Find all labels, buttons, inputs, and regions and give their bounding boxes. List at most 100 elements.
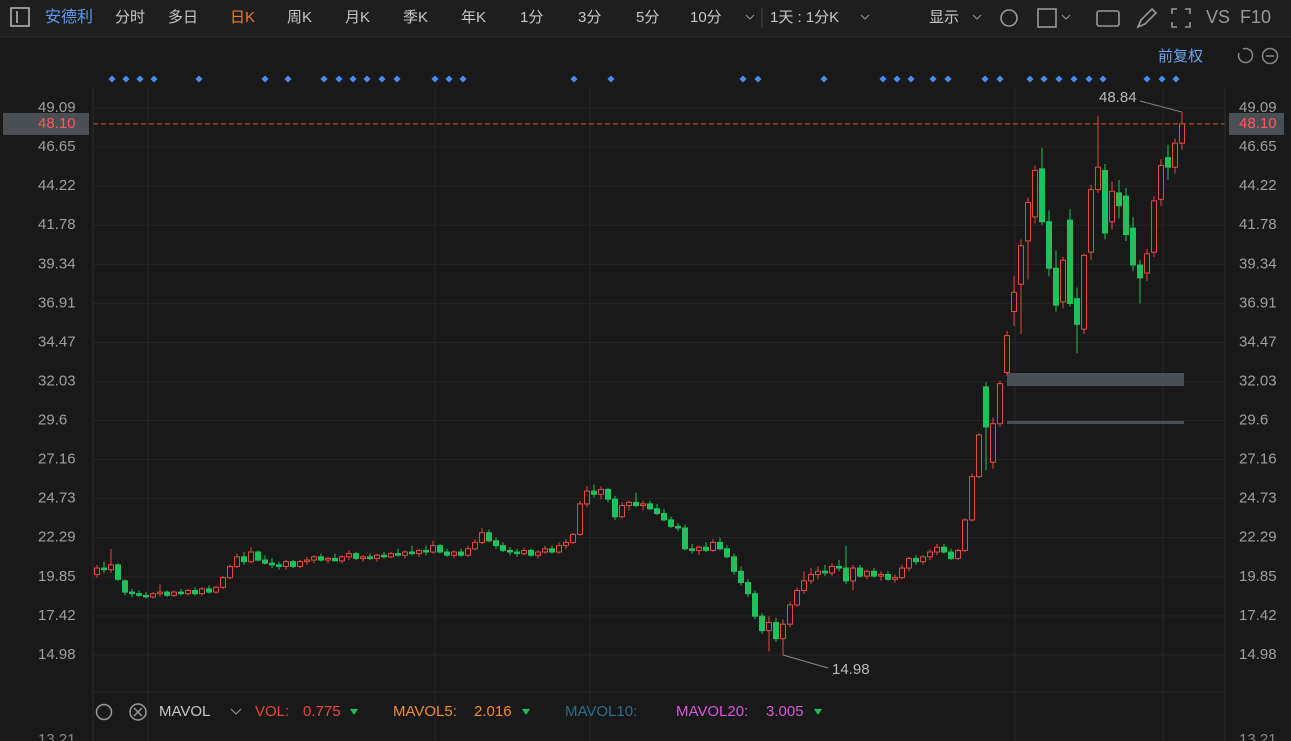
candle-body — [892, 577, 898, 580]
candle-body — [864, 570, 870, 577]
chevron[interactable] — [1061, 14, 1071, 20]
candle-body — [248, 551, 254, 563]
indicator-name[interactable]: MAVOL — [159, 703, 210, 720]
candle-body — [647, 503, 653, 510]
shape-icon[interactable] — [1037, 8, 1057, 28]
period-tab[interactable]: 季K — [403, 9, 428, 26]
f10-button[interactable]: F10 — [1240, 7, 1271, 27]
period-tab[interactable]: 10分 — [690, 9, 722, 26]
stock-name[interactable]: 安德利 — [45, 8, 93, 26]
candle-body — [899, 567, 905, 579]
chevron[interactable] — [972, 14, 982, 20]
adjust-mode[interactable]: 前复权 — [1158, 47, 1203, 65]
candle-body — [724, 548, 730, 558]
period-tab[interactable]: 1分 — [520, 9, 543, 26]
candle-body — [1081, 254, 1087, 330]
signal-marker — [820, 75, 828, 83]
candle-body — [983, 386, 989, 428]
candle-body — [472, 541, 478, 550]
chevron[interactable] — [230, 708, 242, 715]
candle-body — [1109, 190, 1115, 223]
period-tab[interactable]: 3分 — [578, 9, 601, 26]
candle-body — [1032, 169, 1038, 218]
candle-body — [521, 549, 527, 555]
candle-body — [626, 501, 632, 507]
period-tab[interactable]: 年K — [461, 9, 486, 26]
candle-body — [122, 580, 128, 593]
vs-button[interactable]: VS — [1206, 7, 1230, 27]
candle-body — [283, 561, 289, 567]
candle-body — [1074, 298, 1080, 325]
signal-marker — [393, 75, 401, 83]
zoom-out-icon[interactable] — [1261, 47, 1279, 65]
period-tab[interactable]: 月K — [345, 9, 370, 26]
candle-body — [346, 553, 352, 558]
fullscreen-icon[interactable] — [1171, 8, 1191, 28]
candle-body — [458, 551, 464, 556]
last-price-label: 48.10 — [1239, 115, 1277, 132]
candle-body — [871, 570, 877, 577]
candle-body — [689, 548, 695, 551]
candle-body — [878, 573, 884, 577]
candle-body — [731, 556, 737, 572]
candle-body — [444, 551, 450, 556]
interval[interactable]: 1天 : 1分K — [770, 9, 839, 26]
candle-body — [409, 551, 415, 555]
period-tab[interactable]: 分时 — [115, 9, 145, 26]
candle-body — [255, 551, 261, 561]
y-tick-label: 36.91 — [38, 294, 76, 311]
candle-body — [969, 476, 975, 521]
candle-body — [129, 591, 135, 595]
y-tick-label: 14.98 — [1239, 646, 1277, 663]
signal-marker — [981, 75, 989, 83]
candle-body — [801, 580, 807, 592]
candle-body — [339, 556, 345, 562]
last-price-box — [3, 112, 89, 135]
candle-body — [759, 615, 765, 632]
signal-marker — [320, 75, 328, 83]
candle-body — [556, 545, 562, 553]
candle-body — [787, 604, 793, 625]
signal-marker — [136, 75, 144, 83]
candle-body — [1060, 259, 1066, 303]
toolbar — [0, 0, 1291, 37]
display-menu[interactable]: 显示 — [929, 9, 959, 26]
candle-body — [465, 548, 471, 556]
candle-body — [311, 556, 317, 561]
candle-body — [500, 545, 506, 551]
candle-body — [885, 573, 891, 580]
low-label: 14.98 — [832, 661, 870, 678]
candle-body — [395, 553, 401, 556]
candle-body — [794, 590, 800, 606]
candle-body — [367, 556, 373, 559]
settings-icon[interactable] — [1000, 9, 1018, 27]
candle-body — [297, 561, 303, 567]
chevron[interactable] — [860, 14, 870, 20]
signal-marker — [108, 75, 116, 83]
sidebar-toggle[interactable] — [10, 7, 30, 27]
period-tab[interactable]: 周K — [287, 9, 312, 26]
candle-body — [549, 548, 555, 553]
candle-body — [241, 556, 247, 563]
candle-body — [633, 501, 639, 507]
pen-icon[interactable] — [1136, 7, 1158, 29]
candle-body — [94, 567, 100, 575]
candle-body — [710, 541, 716, 551]
candle-body — [934, 546, 940, 553]
last-price-box — [1229, 112, 1284, 135]
period-tab[interactable]: 日K — [230, 9, 255, 26]
y-tick-label: 34.47 — [1239, 333, 1277, 350]
y-tick-label: 14.98 — [38, 646, 76, 663]
chevron[interactable] — [745, 14, 755, 20]
indicator-close-x — [133, 707, 143, 717]
y-tick-label: 27.16 — [38, 451, 76, 468]
candle-body — [402, 551, 408, 556]
period-tab[interactable]: 5分 — [636, 9, 659, 26]
reset-icon[interactable] — [1237, 47, 1254, 64]
indicator-close[interactable] — [129, 703, 147, 721]
candle-body — [1151, 200, 1157, 253]
indicator-settings[interactable] — [95, 703, 113, 721]
period-tab[interactable]: 多日 — [168, 9, 198, 26]
candle-body — [276, 564, 282, 567]
camera-icon[interactable] — [1096, 10, 1120, 27]
